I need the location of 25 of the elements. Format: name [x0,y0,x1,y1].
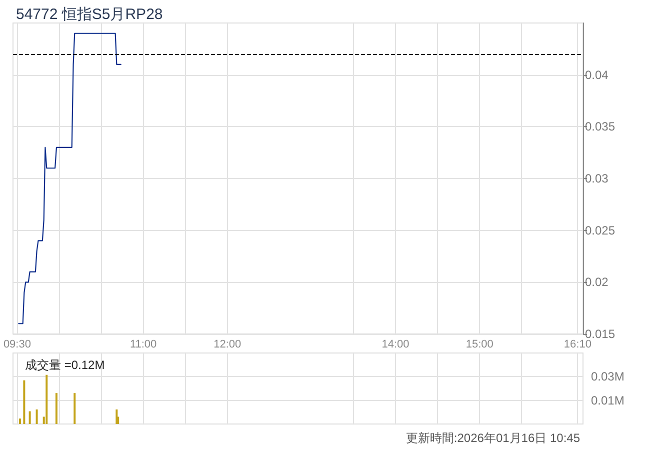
bar [55,393,58,424]
text: 成交量 =0.12M [25,358,105,372]
y-tick-label: 0.03M [591,370,624,384]
bar [18,418,21,424]
bar [36,409,38,424]
x-tick-label: 09:30 [3,338,31,350]
y-tick-label: 0.01M [591,393,624,408]
y-tick-label: 0.015 [585,327,616,341]
bar [46,374,48,424]
line-series [18,32,122,324]
y-tick-label: 0.04 [585,68,609,82]
text: 更新時間:2026年01月16日 10:45 [406,431,580,445]
y-tick-label: 0.03 [585,172,609,186]
x-tick-label: 16:10 [564,338,592,350]
bar [23,380,26,424]
bar [74,393,76,424]
x-tick-label: 11:00 [130,338,157,350]
bar [28,411,31,424]
x-tick-label: 14:00 [382,338,410,350]
x-tick-label: 15:00 [466,338,494,350]
y-tick-label: 0.035 [585,120,616,134]
y-tick-label: 0.025 [585,223,616,238]
y-tick-label: 0.02 [585,275,609,290]
chart-title: 54772 恒指S5月RP28 [16,6,163,23]
x-tick-label: 12:00 [214,338,242,350]
